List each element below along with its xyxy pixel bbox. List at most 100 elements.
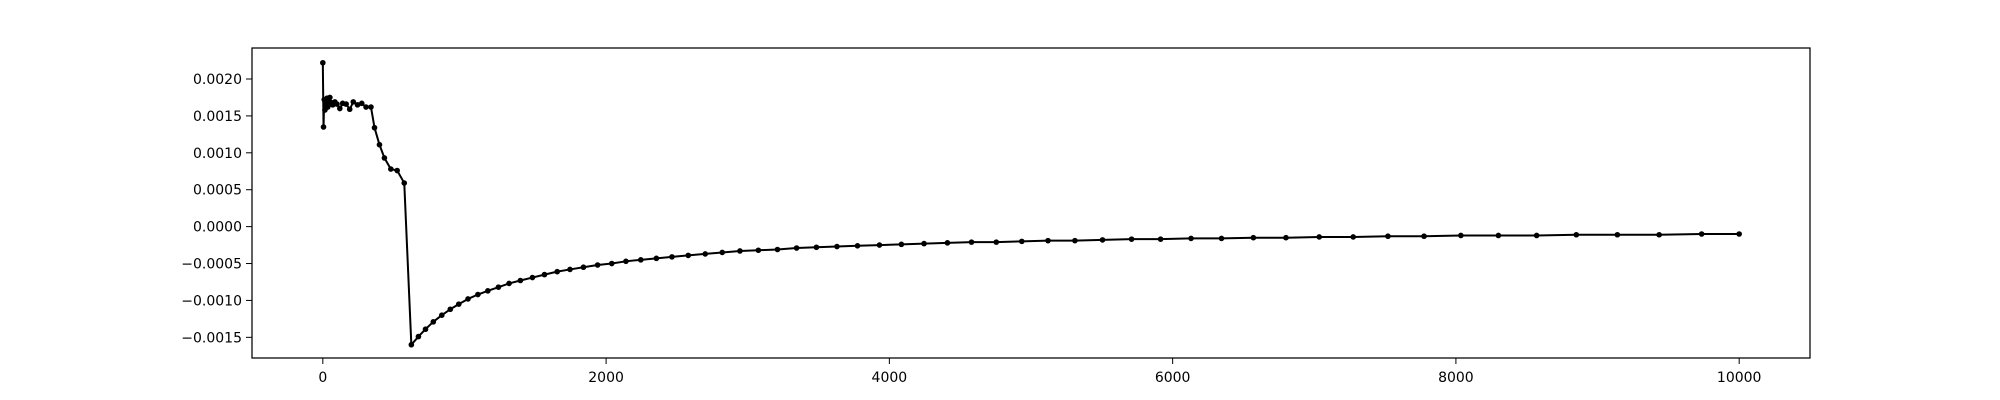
data-point — [834, 243, 840, 250]
data-point — [1099, 237, 1106, 243]
data-point — [1018, 238, 1025, 245]
data-point — [415, 333, 422, 340]
data-point — [669, 254, 675, 260]
data-point — [554, 268, 561, 275]
y-tick-label: 0.0020 — [193, 72, 242, 88]
data-point — [719, 249, 726, 256]
data-point — [1495, 232, 1502, 239]
data-point — [755, 247, 762, 254]
data-point — [1188, 235, 1194, 242]
data-point — [455, 301, 462, 307]
data-point — [623, 258, 629, 265]
data-point — [921, 240, 927, 247]
data-point — [737, 248, 743, 254]
data-point — [1736, 231, 1742, 237]
x-tick-label: 4000 — [872, 370, 908, 386]
data-point — [354, 102, 361, 108]
data-point — [1128, 236, 1135, 242]
data-point — [320, 59, 326, 66]
data-point — [422, 326, 429, 333]
x-tick-label: 2000 — [588, 370, 624, 386]
data-point — [388, 166, 394, 172]
x-tick-label: 8000 — [1438, 370, 1474, 386]
data-point — [594, 262, 601, 268]
y-tick-label: 0.0010 — [193, 146, 242, 162]
data-point — [653, 255, 660, 262]
data-point — [334, 101, 340, 107]
data-point — [1421, 233, 1427, 240]
data-point — [350, 99, 357, 105]
data-point — [371, 124, 378, 131]
data-point — [1385, 233, 1391, 240]
y-tick-label: 0.0000 — [193, 220, 242, 236]
data-point — [358, 100, 365, 107]
x-axis: 0 2000 4000 6000 8000 10000 — [318, 358, 1761, 386]
y-tick-label: −0.0005 — [181, 257, 242, 273]
data-point — [1458, 232, 1464, 239]
data-point — [1157, 236, 1164, 242]
data-point — [337, 105, 343, 112]
data-point — [506, 280, 512, 287]
plot-area — [320, 59, 1742, 348]
data-point — [774, 246, 781, 253]
data-point — [968, 239, 975, 245]
data-point — [529, 274, 536, 281]
data-point — [793, 245, 800, 251]
data-point — [327, 94, 333, 101]
data-point — [485, 288, 491, 294]
data-point — [394, 167, 400, 174]
data-point — [1614, 231, 1621, 238]
data-point — [854, 243, 861, 249]
data-point — [346, 106, 353, 113]
y-tick-label: 0.0005 — [193, 183, 242, 199]
data-point — [401, 180, 408, 186]
data-point — [465, 296, 471, 302]
data-point — [541, 271, 548, 278]
data-point — [495, 284, 502, 290]
data-point — [1283, 234, 1289, 241]
x-tick-label: 0 — [318, 370, 327, 386]
data-point — [944, 240, 951, 246]
data-point — [430, 319, 437, 325]
data-point — [1316, 234, 1323, 240]
data-point — [320, 124, 327, 130]
data-point — [368, 104, 374, 110]
data-point — [608, 260, 615, 267]
data-point — [1350, 234, 1357, 240]
y-tick-label: 0.0015 — [193, 109, 242, 125]
data-point — [438, 312, 445, 318]
data-point — [637, 257, 644, 263]
y-axis: 0.0020 0.0015 0.0010 0.0005 0.0000 −0.0005 −0.… — [181, 72, 252, 346]
data-point — [580, 264, 587, 271]
data-point — [702, 251, 709, 257]
x-tick-label: 10000 — [1717, 370, 1762, 386]
data-point — [1533, 232, 1540, 239]
data-point — [685, 252, 692, 259]
data-point — [898, 241, 905, 248]
y-tick-label: −0.0015 — [181, 330, 242, 346]
data-point — [1072, 237, 1078, 244]
data-point — [517, 277, 524, 284]
x-tick-label: 6000 — [1155, 370, 1191, 386]
data-point — [1250, 234, 1257, 241]
data-point — [363, 104, 369, 110]
data-point — [447, 306, 454, 313]
data-point — [1045, 237, 1051, 244]
data-point — [1656, 231, 1662, 238]
data-point — [876, 242, 883, 248]
data-point — [993, 239, 1000, 245]
data-point — [376, 141, 383, 148]
data-point — [343, 101, 349, 107]
data-point — [475, 291, 481, 298]
axes-frame — [251, 47, 1811, 359]
data-point — [1698, 231, 1705, 237]
data-point — [567, 266, 573, 273]
data-point — [1218, 235, 1225, 242]
data-point — [408, 341, 415, 348]
y-tick-label: −0.0010 — [181, 293, 242, 309]
data-point — [813, 244, 820, 251]
data-point — [381, 155, 388, 161]
data-point — [1573, 231, 1580, 238]
